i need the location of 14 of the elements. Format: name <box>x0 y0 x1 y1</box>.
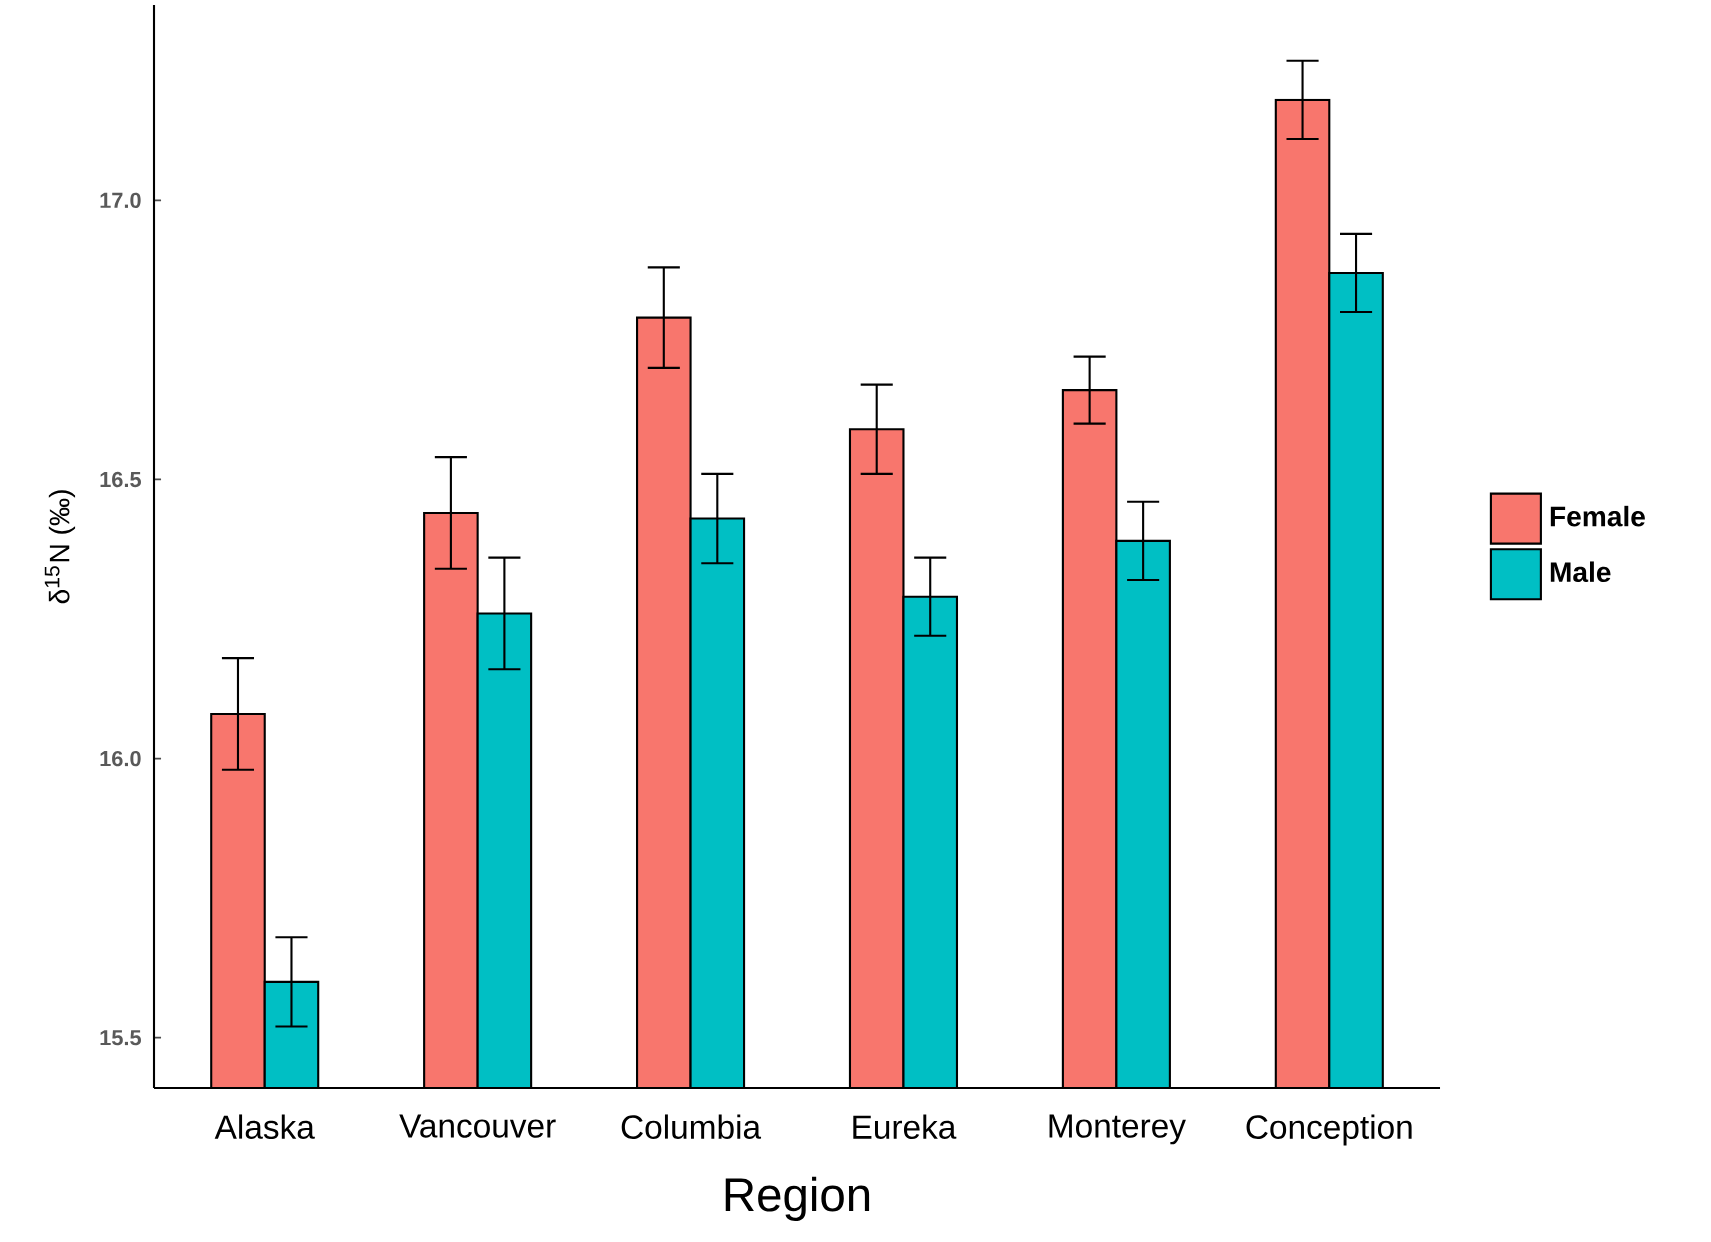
x-tick-label: Conception <box>1246 1114 1412 1146</box>
x-tick-label: Eureka <box>853 1114 957 1139</box>
x-tick-label: Alaska <box>214 1114 315 1139</box>
y-tick-label: 16.0 <box>100 750 141 767</box>
legend-label: Male <box>1550 561 1611 583</box>
x-axis-title: Region <box>725 1176 870 1221</box>
y-tick-label: 16.5 <box>100 471 141 488</box>
y-tick-label: 17.0 <box>100 192 141 209</box>
legend-label: Female <box>1550 505 1645 527</box>
y-axis-title: δ$^{15}$N (‰) <box>44 490 76 604</box>
x-tick-label: Monterey <box>1049 1114 1186 1145</box>
x-tick-label: Columbia <box>621 1114 762 1139</box>
y-tick-label: 15.5 <box>100 1030 141 1046</box>
x-tick-label: Vancouver <box>399 1114 556 1138</box>
